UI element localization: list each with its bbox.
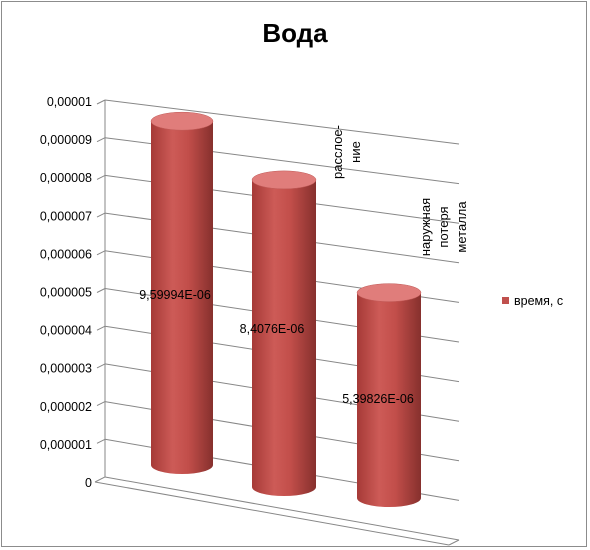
gridline-side (96, 288, 106, 293)
y-tick-label: 0,000008 (40, 171, 92, 185)
data-label: 9,59994E-06 (139, 288, 211, 302)
y-axis-tick-labels: 0 0,000001 0,000002 0,000003 0,000004 0,00000… (40, 95, 92, 490)
gridline-side (96, 438, 106, 444)
category-label: потеря (436, 206, 451, 247)
bar-top (356, 283, 422, 302)
y-tick-label: 0,000001 (40, 438, 92, 452)
gridline-side (96, 401, 106, 407)
y-tick-label: 0,000004 (40, 324, 92, 338)
bar (357, 292, 421, 507)
legend-label: время, с (514, 294, 563, 308)
floor-right-edge (448, 539, 460, 546)
gridline-side (96, 137, 106, 143)
bar-top (150, 111, 214, 131)
category-label: расслое- (330, 125, 345, 179)
y-tick-label: 0,000007 (40, 209, 92, 223)
floor-front-edge (94, 481, 450, 546)
legend: время, с (502, 294, 563, 308)
y-tick-label: 0 (85, 476, 92, 490)
y-tick-label: 0,000006 (40, 247, 92, 261)
data-labels: 9,59994E-06 8,4076E-06 5,39826E-06 (139, 288, 414, 406)
y-tick-label: 0,000009 (40, 133, 92, 147)
gridline-side (96, 250, 106, 256)
bar-top (251, 170, 317, 190)
category-label: наружная (418, 198, 433, 256)
gridline-side (96, 212, 106, 218)
y-tick-label: 0,00001 (47, 95, 92, 109)
gridline (104, 99, 460, 145)
chart-walls (94, 100, 460, 546)
bar (252, 179, 316, 496)
legend-swatch (502, 297, 509, 304)
data-label: 8,4076E-06 (240, 322, 305, 336)
category-labels: расслое-ние наружная потеря металла (330, 125, 469, 256)
y-tick-label: 0,000003 (40, 362, 92, 376)
category-label: металла (454, 201, 469, 253)
data-label: 5,39826E-06 (342, 392, 414, 406)
gridline-side (96, 174, 106, 180)
y-tick-label: 0,000005 (40, 286, 92, 300)
gridline-side (96, 325, 106, 331)
gridline-side (96, 99, 106, 105)
floor-back-edge (104, 476, 460, 541)
y-tick-label: 0,000002 (40, 400, 92, 414)
gridline-side (96, 363, 106, 369)
bars (150, 111, 422, 507)
bar (151, 121, 213, 474)
chart-title: Вода (262, 18, 328, 48)
category-label: ние (348, 141, 363, 163)
